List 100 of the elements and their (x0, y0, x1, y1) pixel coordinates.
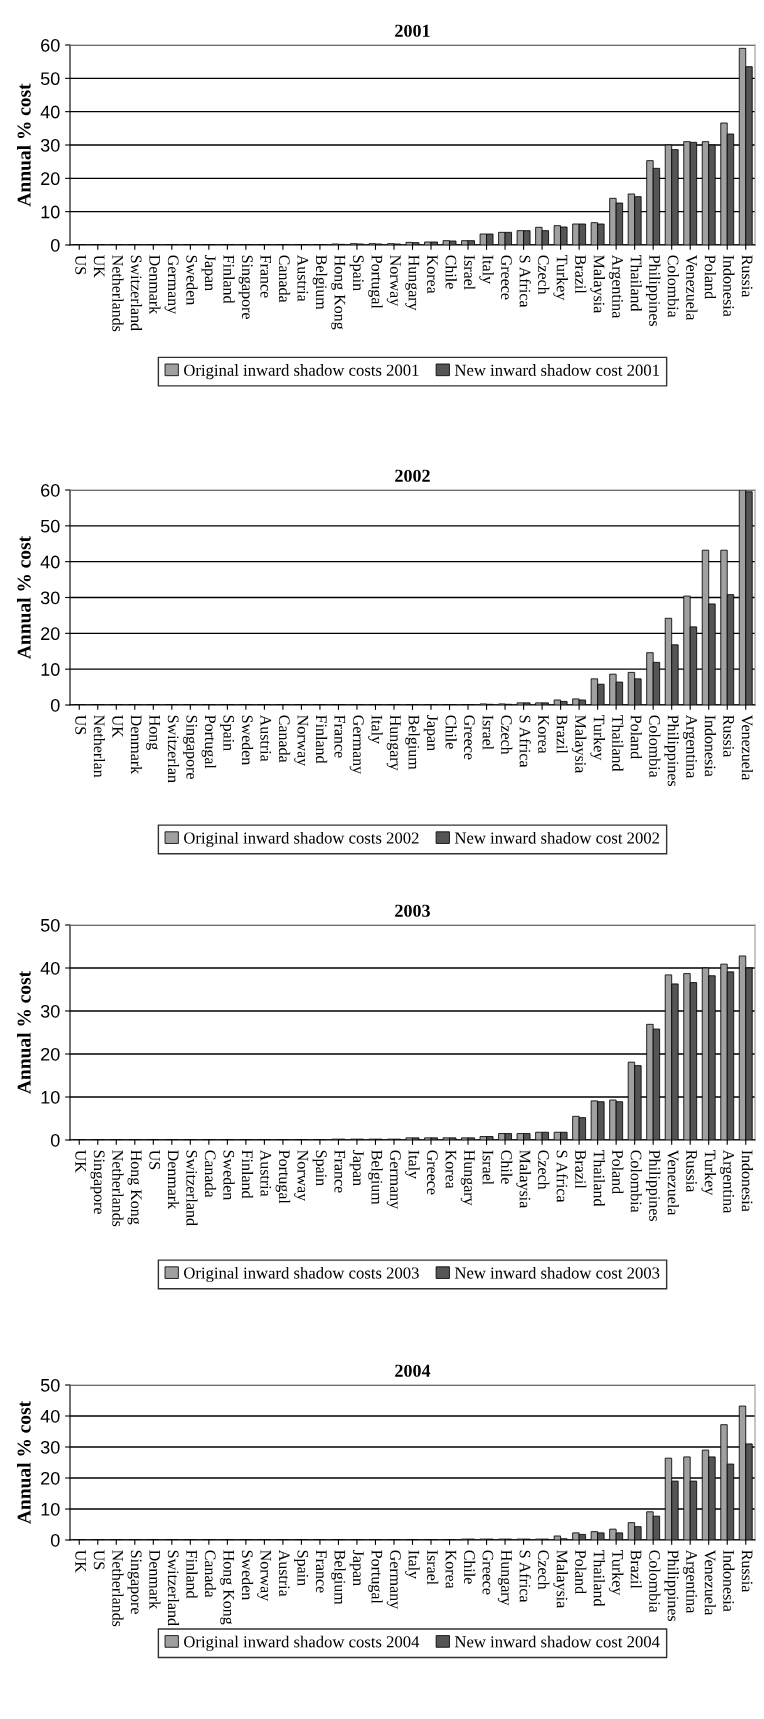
chart-title: 2001 (395, 24, 430, 37)
x-tick-label: France (260, 255, 272, 298)
x-tick-label: Norway (294, 715, 309, 767)
x-tick-label: Korea (427, 255, 438, 294)
y-axis-title: Annual % cost (17, 971, 31, 1094)
x-tick-label: S Africa (519, 715, 531, 768)
x-tick-label: Finland (223, 255, 235, 304)
x-tick-label: Venezuela (741, 714, 753, 781)
legend-label: New inward shadow cost 2003 (454, 1266, 660, 1279)
x-tick-label: Chile (445, 255, 457, 289)
x-tick-label: Switzerland (167, 1550, 180, 1626)
y-tick-label: 40 (40, 961, 60, 975)
x-tick-label: Hong Kong (331, 255, 346, 330)
x-tick-label: Korea (445, 1150, 457, 1189)
x-tick-label: Indonesia (704, 715, 716, 777)
x-tick-label: Italy (405, 1550, 420, 1579)
x-tick-label: Chile (445, 715, 457, 749)
x-tick-label: Turkey (553, 255, 568, 301)
y-tick-label: 30 (40, 138, 60, 152)
x-tick-label: Poland (575, 1550, 587, 1594)
x-tick-label: Sweden (241, 715, 254, 766)
x-tick-label: Netherlands (112, 1550, 124, 1627)
chart-title: 2002 (395, 469, 430, 482)
x-tick-label: Russia (723, 715, 734, 758)
x-tick-label: Finland (241, 1150, 254, 1199)
y-tick-label: 40 (40, 555, 60, 569)
legend-label: New inward shadow cost 2002 (454, 831, 660, 844)
x-tick-label: Hungary (460, 1150, 475, 1206)
x-tick-label: Sweden (241, 1550, 254, 1601)
x-tick-label: Portugal (201, 715, 217, 769)
x-tick-label: Czech (538, 1150, 550, 1190)
x-tick-label: Greece (501, 255, 512, 300)
x-tick-label: Malaysia (590, 255, 605, 314)
x-tick-label: Venezuela (704, 1549, 716, 1616)
x-tick-label: Korea (538, 715, 549, 754)
y-tick-label: 40 (40, 1409, 60, 1423)
x-tick-label: Austria (260, 1149, 272, 1197)
legend-label: Original inward shadow costs 2003 (184, 1266, 419, 1283)
x-tick-label: Argentina (608, 254, 623, 319)
x-tick-label: Malaysia (553, 1550, 568, 1609)
x-tick-label: Russia (741, 255, 753, 298)
x-tick-label: Greece (482, 1550, 494, 1595)
x-tick-label: Switzerland (186, 1150, 198, 1226)
x-tick-label: Philippines (645, 255, 661, 327)
x-tick-label: Netherlands (112, 1150, 124, 1227)
y-tick-label: 0 (50, 1533, 60, 1547)
x-tick-label: Germany (386, 1150, 401, 1210)
x-tick-label: Hong (146, 715, 160, 750)
x-tick-label: Sweden (223, 1150, 235, 1201)
x-tick-label: Finland (186, 1550, 198, 1599)
y-tick-label: 30 (40, 1004, 60, 1018)
y-tick-label: 20 (41, 172, 60, 186)
y-tick-label: 0 (50, 1133, 60, 1147)
x-tick-label: Thailand (593, 1150, 605, 1207)
x-tick-label: Austria (260, 714, 272, 762)
x-tick-label: France (315, 1550, 327, 1593)
legend-label: New inward shadow cost 2001 (454, 364, 659, 376)
y-tick-label: 30 (40, 591, 60, 605)
x-tick-label: Hungary (386, 715, 401, 771)
x-tick-label: Spain (349, 255, 364, 291)
y-axis-title: Annual % cost (17, 536, 31, 659)
x-tick-label: Denmark (149, 1550, 161, 1610)
x-tick-label: Colombia (649, 715, 661, 778)
x-tick-label: US (93, 1550, 105, 1570)
x-tick-label: Czech (538, 255, 550, 295)
y-tick-label: 10 (41, 1502, 60, 1516)
x-tick-label: Poland (612, 1150, 624, 1194)
chart-title: 2003 (395, 904, 430, 917)
x-tick-label: Belgium (312, 255, 328, 310)
x-tick-label: Brazil (630, 1550, 642, 1589)
x-tick-label: Hungary (405, 255, 420, 311)
x-tick-label: Russia (686, 1150, 697, 1193)
x-tick-label: Colombia (630, 1150, 642, 1213)
x-tick-label: Belgium (368, 1150, 383, 1205)
x-tick-label: Germany (164, 255, 179, 315)
x-tick-label: Argentina (719, 1149, 735, 1214)
x-tick-label: Chile (464, 1550, 476, 1584)
y-tick-label: 20 (41, 1047, 60, 1061)
y-tick-label: 50 (40, 1378, 60, 1392)
x-tick-label: US (149, 1150, 161, 1170)
x-tick-label: Poland (630, 715, 642, 759)
x-tick-label: Indonesia (741, 1150, 753, 1212)
x-tick-label: Israel (482, 1150, 494, 1185)
x-tick-label: Korea (445, 1550, 457, 1589)
x-tick-label: Argentina (682, 714, 697, 779)
legend-label: Original inward shadow costs 2004 (184, 1635, 420, 1651)
x-tick-label: Venezuela (686, 254, 698, 321)
y-tick-label: 50 (40, 918, 60, 932)
x-tick-label: Malaysia (571, 715, 587, 774)
x-tick-label: Thailand (593, 1550, 605, 1607)
x-tick-label: UK (75, 1150, 86, 1173)
y-tick-label: 0 (50, 698, 60, 712)
x-tick-label: Thailand (630, 255, 642, 312)
y-tick-label: 20 (41, 1471, 60, 1485)
y-axis-title: Annual % cost (17, 1401, 31, 1524)
x-tick-label: Portugal (368, 1550, 383, 1604)
x-tick-label: Indonesia (723, 255, 735, 317)
x-tick-label: Canada (204, 1150, 217, 1198)
x-tick-label: Brazil (556, 715, 568, 754)
x-tick-label: UK (112, 715, 123, 738)
